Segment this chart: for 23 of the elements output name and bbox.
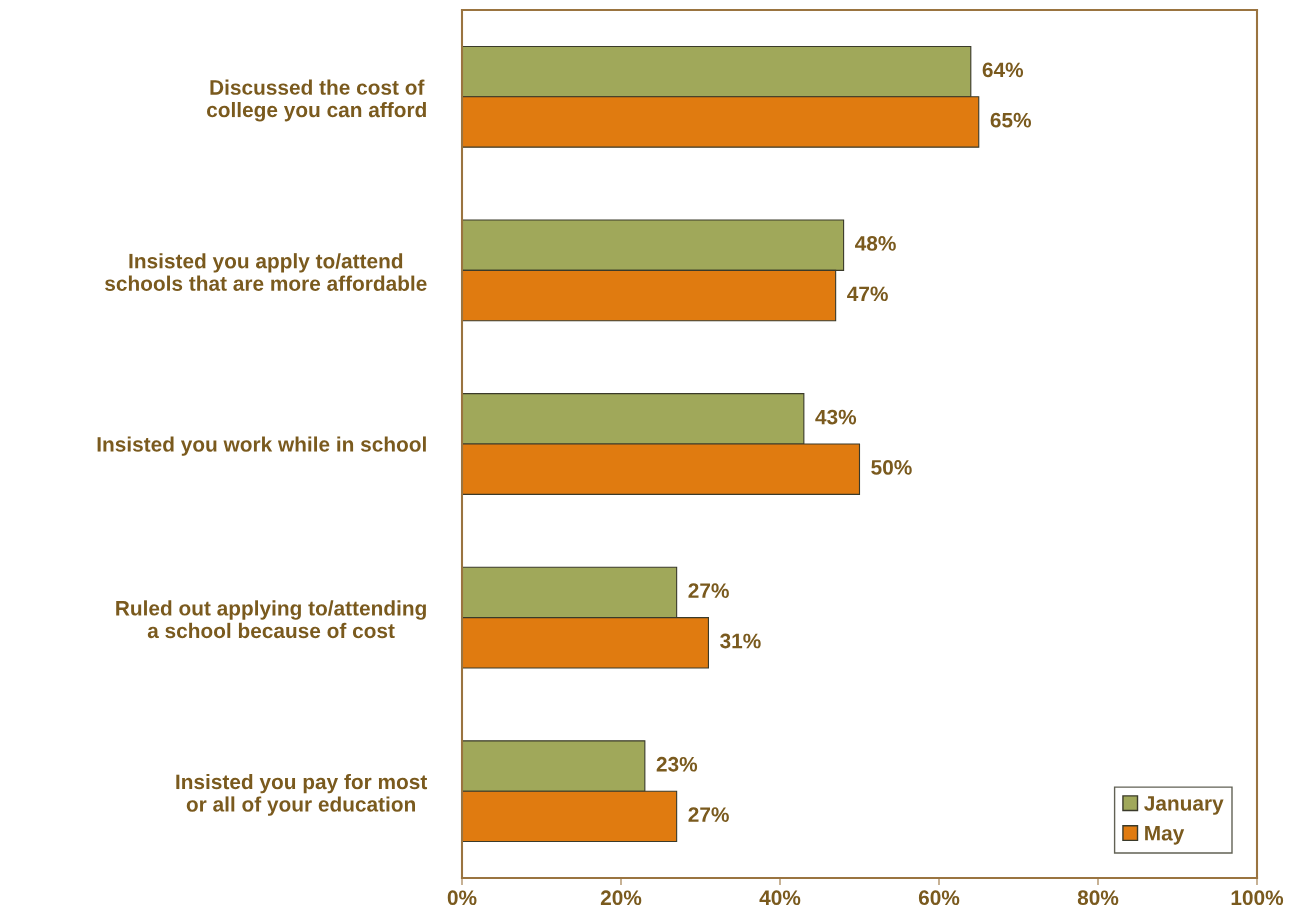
data-label: 48% <box>855 236 896 251</box>
data-label: 43% <box>815 409 857 425</box>
legend-label: May <box>1145 826 1185 845</box>
legend-label: January <box>1144 796 1224 815</box>
x-tick-label: 20% <box>600 890 642 906</box>
x-tick-label: 100% <box>1231 890 1284 906</box>
x-tick-label: 40% <box>759 890 801 906</box>
data-label: 65% <box>990 112 1032 128</box>
y-tick-label: Insisted you work while in school <box>97 436 426 456</box>
x-tick-label: 80% <box>1077 890 1119 906</box>
x-tick-label: 60% <box>918 890 960 906</box>
data-label: 64% <box>982 62 1024 78</box>
data-label: 47% <box>847 286 888 302</box>
data-label: 31% <box>720 633 761 649</box>
data-label: 27% <box>688 807 729 822</box>
x-tick-label: 0% <box>447 890 477 906</box>
y-tick-label: Insisted you apply to/attend schools that are more affordable <box>105 253 427 291</box>
data-label: 27% <box>688 583 729 598</box>
y-tick-label: Discussed the cost of college you can afford <box>207 79 426 122</box>
y-tick-label: Ruled out applying to/attending a school because of cost <box>116 600 426 639</box>
data-label: 23% <box>656 756 698 772</box>
y-tick-label: Insisted you pay for most or all of your education <box>176 773 428 816</box>
data-label: 50% <box>871 460 912 475</box>
